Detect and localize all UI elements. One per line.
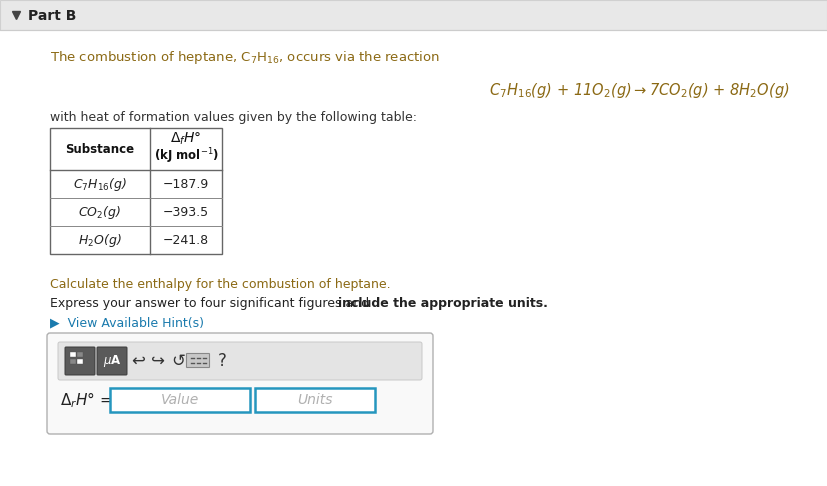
FancyBboxPatch shape: [0, 0, 827, 30]
Text: Units: Units: [297, 393, 332, 407]
Text: Express your answer to four significant figures and: Express your answer to four significant …: [50, 296, 373, 310]
FancyBboxPatch shape: [187, 353, 209, 367]
Text: CO$_2$($g$): CO$_2$($g$): [79, 204, 122, 221]
FancyBboxPatch shape: [255, 388, 375, 412]
Text: (kJ mol$^{-1}$): (kJ mol$^{-1}$): [154, 146, 218, 166]
FancyBboxPatch shape: [47, 333, 433, 434]
FancyBboxPatch shape: [50, 128, 222, 254]
Text: −187.9: −187.9: [163, 177, 209, 191]
FancyBboxPatch shape: [70, 352, 76, 357]
Text: Part B: Part B: [28, 8, 76, 22]
Text: ?: ?: [218, 352, 227, 370]
Text: Calculate the enthalpy for the combustion of heptane.: Calculate the enthalpy for the combustio…: [50, 278, 390, 291]
Text: ↪: ↪: [151, 352, 165, 370]
Text: $\mu$A: $\mu$A: [103, 353, 122, 369]
Text: $\Delta_f H°$: $\Delta_f H°$: [170, 131, 202, 147]
Text: with heat of formation values given by the following table:: with heat of formation values given by t…: [50, 110, 417, 123]
Text: ↩: ↩: [131, 352, 145, 370]
Text: C$_7$H$_{16}$($g$): C$_7$H$_{16}$($g$): [73, 175, 127, 192]
Text: $\Delta_r H°$ =: $\Delta_r H°$ =: [60, 390, 112, 410]
Text: −241.8: −241.8: [163, 233, 209, 246]
FancyBboxPatch shape: [70, 359, 76, 364]
Text: ▶  View Available Hint(s): ▶ View Available Hint(s): [50, 316, 204, 330]
Text: H$_2$O($g$): H$_2$O($g$): [78, 231, 122, 248]
FancyBboxPatch shape: [97, 347, 127, 375]
FancyBboxPatch shape: [77, 359, 83, 364]
Text: include the appropriate units.: include the appropriate units.: [338, 296, 547, 310]
Text: −393.5: −393.5: [163, 206, 209, 219]
FancyBboxPatch shape: [110, 388, 250, 412]
Text: The combustion of heptane, C$_7$H$_{16}$, occurs via the reaction: The combustion of heptane, C$_7$H$_{16}$…: [50, 49, 440, 66]
FancyBboxPatch shape: [58, 342, 422, 380]
Text: ↺: ↺: [171, 352, 185, 370]
Text: Substance: Substance: [65, 142, 135, 156]
Text: Value: Value: [161, 393, 199, 407]
Text: C$_7$H$_{16}$($g$) + 11O$_2$($g$)$\rightarrow$7CO$_2$($g$) + 8H$_2$O($g$): C$_7$H$_{16}$($g$) + 11O$_2$($g$)$\right…: [490, 82, 790, 101]
FancyBboxPatch shape: [77, 352, 83, 357]
FancyBboxPatch shape: [65, 347, 95, 375]
